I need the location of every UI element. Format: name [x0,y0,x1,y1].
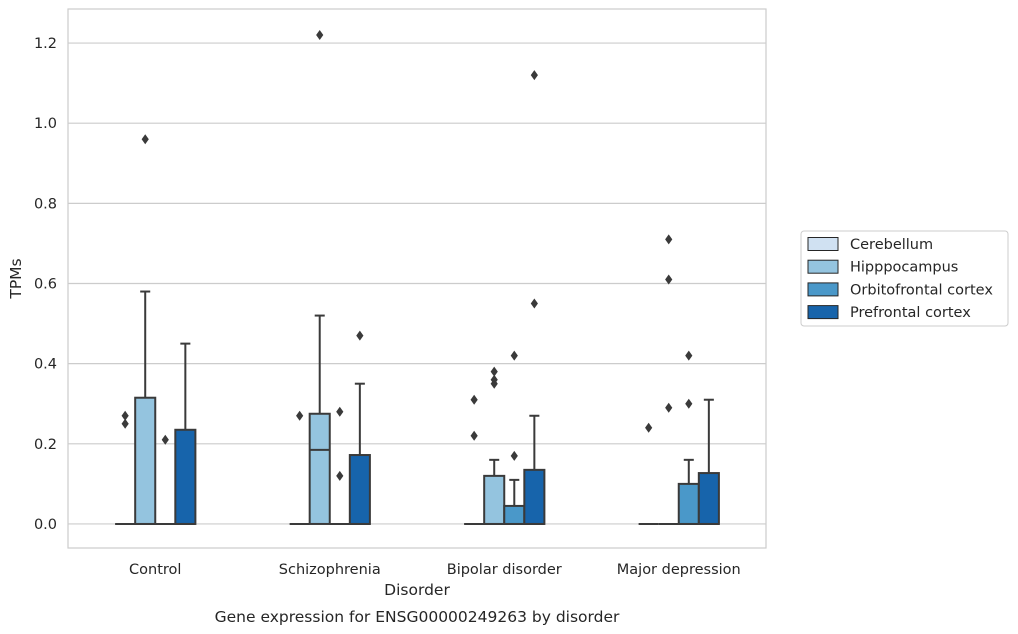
legend: Cerebellum Hipppocampus Orbitofrontal cort… [800,230,1009,327]
outlier-point [510,450,518,461]
outlier-point [665,274,673,285]
box-body [174,428,197,525]
box-hipppocampus [483,366,506,525]
legend-item: Hipppocampus [807,259,958,276]
y-tick-labels: 0.0 0.2 0.4 0.6 0.8 1.0 1.2 [34,36,57,533]
outlier-point [336,470,344,481]
box-hipppocampus [308,30,331,525]
y-axis-label: TPMs [7,258,25,299]
box-body [348,454,371,525]
legend-swatch [807,237,839,251]
box-body [523,468,546,525]
outlier-point [470,430,478,441]
legend-swatch [807,305,839,320]
legend-frame [800,230,1009,327]
legend-label: Cerebellum [850,237,933,253]
outlier-point [121,418,129,429]
outlier-point [161,434,169,445]
box-body [697,472,720,525]
outlier-point [490,374,498,385]
outlier-point [490,366,498,377]
y-tick-label: 0.0 [34,517,57,533]
legend-item: Cerebellum [807,237,933,253]
x-tick-label: Major depression [617,562,741,578]
box-prefrontal-cortex [697,398,720,525]
box-orbitofrontal-cortex [677,350,700,525]
y-tick-label: 1.0 [34,116,57,132]
plot-frame [67,8,767,549]
outlier-point [121,410,129,421]
x-tick-label: Bipolar disorder [447,562,562,578]
y-tick-label: 1.2 [34,36,57,52]
outlier-point [665,234,673,245]
figure-caption: Gene expression for ENSG00000249263 by d… [215,608,620,626]
legend-swatch [807,282,839,297]
y-tick-label: 0.4 [34,357,57,373]
box-cerebellum [115,410,136,525]
legend-item: Prefrontal cortex [807,305,971,321]
legend-swatch [807,259,839,274]
outlier-point [530,70,538,81]
x-axis-label: Disorder [384,581,450,599]
x-tick-labels: Control Schizophrenia Bipolar disorder Majo… [129,562,741,578]
legend-item: Orbitofrontal cortex [807,282,993,298]
box-orbitofrontal-cortex [329,406,350,525]
box-body [677,482,700,525]
y-tick-label: 0.6 [34,277,57,293]
legend-label: Prefrontal cortex [850,305,971,321]
outlier-point [685,398,693,409]
y-tick-label: 0.8 [34,196,57,212]
boxes [115,30,720,525]
outlier-point [336,406,344,417]
box-body [308,412,331,525]
outlier-point [510,350,518,361]
gridlines [68,42,766,525]
box-cerebellum [289,410,310,525]
legend-label: Orbitofrontal cortex [850,282,993,298]
outlier-point [685,350,693,361]
box-hipppocampus [658,234,679,525]
box-prefrontal-cortex [523,70,546,525]
outlier-point [356,330,364,341]
box-body [483,474,506,525]
y-tick-label: 0.2 [34,437,57,453]
outlier-point [530,298,538,309]
box-cerebellum [464,394,485,525]
outlier-point [296,410,304,421]
box-cerebellum [638,422,659,525]
outlier-point [141,134,149,145]
outlier-point [645,422,653,433]
box-orbitofrontal-cortex [503,350,526,525]
outlier-point [665,402,673,413]
box-prefrontal-cortex [174,342,197,525]
outlier-point [470,394,478,405]
box-body [503,504,526,525]
box-orbitofrontal-cortex [155,434,176,525]
box-body [134,396,157,525]
x-tick-label: Control [129,562,181,578]
legend-label: Hipppocampus [850,260,958,276]
x-tick-label: Schizophrenia [279,562,381,578]
box-hipppocampus [134,134,157,525]
box-prefrontal-cortex [348,330,371,525]
outlier-point [316,30,324,41]
